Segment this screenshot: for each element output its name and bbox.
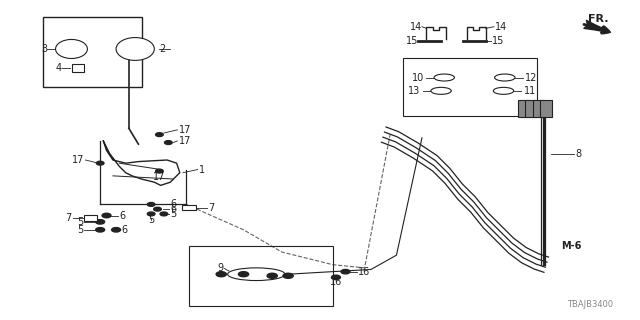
Ellipse shape [495,74,515,81]
Circle shape [156,133,163,137]
Circle shape [154,207,161,211]
Text: M-6: M-6 [561,241,581,251]
Text: 10: 10 [412,73,424,83]
Circle shape [147,203,155,206]
Text: 5: 5 [148,215,154,225]
Circle shape [216,272,227,277]
Circle shape [239,272,248,277]
Text: 5: 5 [77,225,83,236]
Bar [43,17,141,87]
Circle shape [164,141,172,144]
Ellipse shape [434,74,454,81]
Circle shape [97,161,104,165]
Text: 5: 5 [170,209,177,219]
Circle shape [111,228,120,232]
Circle shape [341,269,350,274]
Circle shape [332,275,340,280]
Text: 6: 6 [170,204,177,214]
Circle shape [283,273,293,278]
Text: 7: 7 [209,203,215,212]
Text: 17: 17 [179,136,191,146]
Text: 16: 16 [330,277,342,287]
Text: 11: 11 [524,86,536,96]
Text: 2: 2 [159,44,166,54]
Ellipse shape [431,87,451,94]
Circle shape [147,212,155,216]
Ellipse shape [493,87,514,94]
Bar [518,100,529,117]
Text: 15: 15 [406,36,419,46]
Bar [533,100,544,117]
Circle shape [96,228,104,232]
Text: 6: 6 [119,211,125,220]
Text: 1: 1 [199,164,205,174]
Text: 17: 17 [179,125,191,135]
Text: 6: 6 [121,225,127,235]
Text: 17: 17 [72,155,84,165]
Text: 7: 7 [65,213,72,223]
Text: 4: 4 [56,63,62,73]
Circle shape [96,220,104,224]
Text: 5: 5 [77,217,83,227]
Ellipse shape [228,268,285,281]
Text: 15: 15 [492,36,504,46]
Bar [72,64,84,72]
Text: 16: 16 [358,267,371,277]
Text: 8: 8 [575,149,581,159]
Text: 17: 17 [153,172,166,182]
Bar [84,215,97,220]
Circle shape [267,273,277,278]
Ellipse shape [56,39,88,59]
Text: FR.: FR. [588,14,608,24]
Bar [525,100,537,117]
Bar [540,100,552,117]
Circle shape [160,212,168,216]
Circle shape [156,169,163,173]
Text: 9: 9 [217,263,223,274]
Bar [403,59,537,116]
Text: TBAJB3400: TBAJB3400 [567,300,613,309]
Text: 12: 12 [525,73,538,83]
Ellipse shape [116,37,154,60]
Text: 13: 13 [408,86,420,96]
Text: 14: 14 [410,22,422,32]
Circle shape [102,213,111,218]
Text: 6: 6 [170,199,177,209]
Text: 3: 3 [41,44,47,54]
Text: 14: 14 [495,22,508,32]
Bar [189,246,333,306]
Bar [182,205,196,211]
